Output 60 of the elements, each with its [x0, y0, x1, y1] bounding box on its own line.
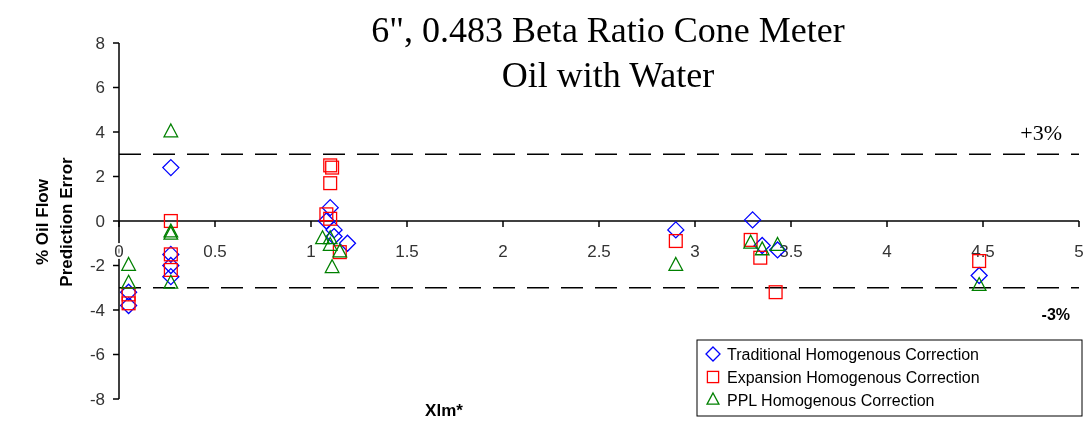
point — [754, 241, 770, 256]
point — [753, 236, 771, 255]
legend-label: PPL Homogenous Correction — [727, 391, 935, 409]
point — [121, 256, 137, 271]
chart-title: 6", 0.483 Beta Ratio Cone Meter Oil with Water — [371, 10, 845, 95]
point — [317, 212, 336, 230]
legend-label: Traditional Homogenous Correction — [727, 345, 979, 363]
point — [667, 221, 685, 239]
x-tick-label: 4 — [882, 242, 892, 261]
x-tick-label: 2 — [498, 242, 508, 261]
point — [338, 234, 357, 252]
point — [121, 274, 137, 289]
point — [119, 296, 138, 315]
y-tick-label: -2 — [89, 256, 105, 276]
point — [323, 211, 338, 226]
y-tick-label: 0 — [95, 211, 105, 231]
x-tick-label: 1 — [306, 242, 316, 261]
point — [163, 274, 179, 289]
ref-line-label: -3% — [1041, 305, 1070, 323]
point — [768, 285, 783, 300]
x-tick-label: 3 — [690, 242, 700, 261]
x-tick-label: 3.5 — [779, 242, 803, 261]
point — [321, 199, 339, 217]
point — [668, 233, 683, 249]
x-axis-title: Xlm* — [425, 401, 464, 420]
point — [324, 259, 340, 274]
point — [163, 262, 178, 277]
x-tick-label: 2.5 — [587, 242, 611, 261]
point — [325, 227, 343, 246]
ref-line-label: +3% — [1020, 120, 1062, 146]
y-tick-label: 6 — [95, 78, 105, 98]
point — [162, 158, 180, 177]
point — [753, 250, 768, 265]
point — [322, 236, 338, 251]
point — [668, 256, 684, 271]
x-tick-label: 5 — [1074, 242, 1084, 261]
point — [162, 256, 180, 275]
point — [319, 207, 334, 222]
x-tick-label: 0.5 — [203, 242, 227, 261]
point — [970, 266, 988, 285]
point — [325, 221, 343, 239]
y-tick-label: 8 — [95, 33, 105, 53]
point — [121, 296, 136, 311]
legend-label: Expansion Homogenous Correction — [727, 368, 980, 386]
point — [743, 211, 762, 229]
point — [323, 176, 338, 191]
y-tick-label: 2 — [95, 167, 105, 187]
y-tick-label: 4 — [95, 122, 105, 142]
y-tick-label: -6 — [89, 345, 105, 365]
y-axis-title: % Oil Flow Prediction Error — [33, 156, 76, 287]
point — [162, 267, 180, 286]
y-tick-label: -4 — [89, 300, 105, 320]
point — [119, 283, 138, 301]
point — [322, 230, 338, 245]
point — [971, 276, 987, 291]
point — [163, 213, 178, 229]
point — [163, 123, 179, 138]
x-tick-label: 1.5 — [395, 242, 419, 261]
y-tick-label: -8 — [89, 389, 105, 409]
point — [315, 230, 330, 245]
